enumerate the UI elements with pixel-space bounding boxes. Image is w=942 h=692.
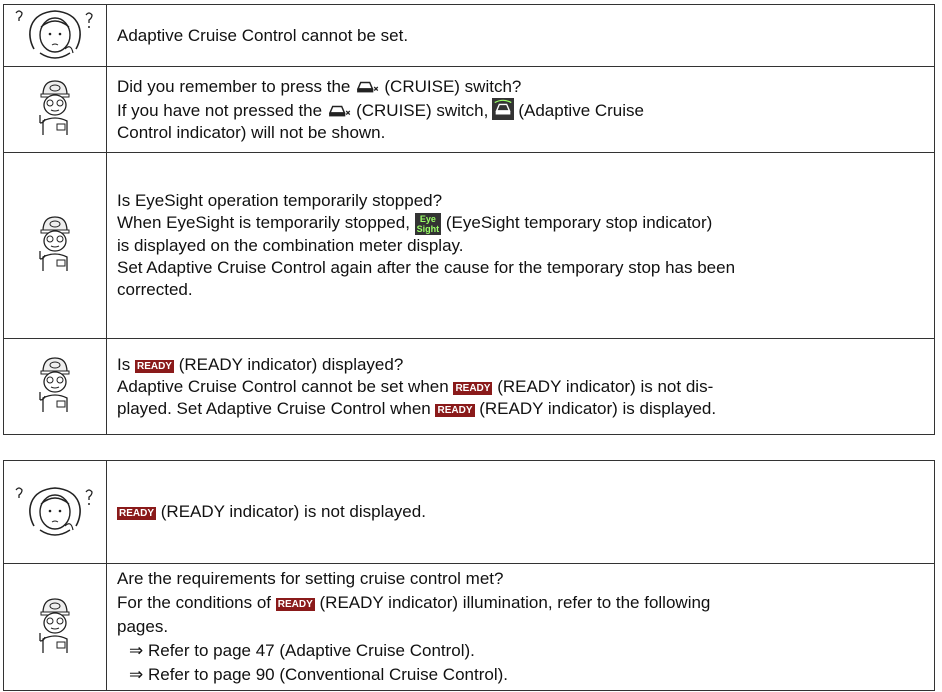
text: Is [117,354,131,374]
ready-badge: READY [117,507,157,520]
question-icon [10,5,100,61]
question-row: Adaptive Cruise Control cannot be set. [3,4,935,67]
table-2: READY (READY indicator) is not displayed… [3,460,935,691]
line: played. Set Adaptive Cruise Control when… [117,398,934,420]
line: pages. [117,615,934,639]
icon-part [492,98,514,120]
line: For the conditions of READY (READY indic… [117,591,934,615]
badge-text: Sight [416,224,440,234]
icon-cell [3,152,107,339]
ready-badge: READY [134,359,174,373]
text: ⇒ Refer to page 47 (Adaptive Cruise Cont… [129,641,475,660]
text-cell: READY (READY indicator) is not displayed… [106,460,935,564]
cruise-icon [326,102,352,120]
answer-icon [35,354,75,414]
ready-badge: READY [435,403,475,417]
text: (READY indicator) is displayed. [479,398,717,418]
icon-part [40,217,69,271]
icon-part [40,358,69,412]
answer-row: Is READY (READY indicator) displayed? Ad… [3,338,935,435]
line: Adaptive Cruise Control cannot be set wh… [117,376,934,398]
answer-row: Did you remember to press the (CRUISE) sw… [3,66,935,153]
line: ⇒ Refer to page 90 (Conventional Cruise … [117,663,934,687]
line: When EyeSight is temporarily stopped, Ey… [117,212,934,235]
line: Set Adaptive Cruise Control again after … [117,257,934,279]
text-cell: Are the requirements for setting cruise … [106,563,935,691]
text: played. Set Adaptive Cruise Control when [117,398,431,418]
icon-part [40,599,69,653]
text-cell: Did you remember to press the (CRUISE) sw… [106,66,935,153]
text: (EyeSight temporary stop indicator) [445,213,713,232]
icon-part [329,106,350,116]
text-cell: Is EyeSight operation temporarily stoppe… [106,152,935,339]
answer-icon [35,213,75,273]
text: Control indicator) will not be shown. [117,122,386,142]
eyesight-badge: Eye Sight [414,213,442,235]
icon-part [40,81,69,135]
line: If you have not pressed the (CRUISE) swit… [117,98,934,122]
text: pages. [117,617,169,636]
text: When EyeSight is temporarily stopped, [117,213,410,232]
text: (READY indicator) is not dis- [497,376,714,396]
answer-icon [35,77,75,137]
line: Is READY (READY indicator) displayed? [117,354,934,376]
text: (Adaptive Cruise [518,100,644,120]
text: is displayed on the combination meter di… [117,236,464,255]
line: ⇒ Refer to page 47 (Adaptive Cruise Cont… [117,639,934,663]
answer-row: Are the requirements for setting cruise … [3,563,935,691]
text: (CRUISE) switch? [384,76,522,96]
icon-part [357,82,378,92]
table-1: Adaptive Cruise Control cannot be set. D… [3,4,935,435]
text: (READY indicator) illumination, refer to… [319,593,711,612]
icon-cell [3,4,107,67]
line: corrected. [117,279,934,301]
icon-part [16,488,92,535]
question-icon [10,482,100,538]
icon-cell [3,563,107,691]
line: Is EyeSight operation temporarily stoppe… [117,190,934,212]
icon-cell [3,460,107,564]
answer-icon [35,595,75,655]
badge-text: Eye [419,214,436,224]
line: is displayed on the combination meter di… [117,235,934,257]
icon-cell [3,338,107,435]
text: Are the requirements for setting cruise … [117,569,504,588]
text: (CRUISE) switch, [356,100,489,120]
icon-cell [3,66,107,153]
text: Adaptive Cruise Control cannot be set wh… [117,376,449,396]
text-cell: Adaptive Cruise Control cannot be set. [106,4,935,67]
ready-badge: READY [453,381,493,395]
text: For the conditions of [117,593,272,612]
line: Control indicator) will not be shown. [117,122,934,144]
text: Set Adaptive Cruise Control again after … [117,258,736,277]
ready-badge: READY [275,598,315,611]
text-cell: Is READY (READY indicator) displayed? Ad… [106,338,935,435]
text: (READY indicator) displayed? [178,354,404,374]
acc-indicator-icon [492,98,514,120]
text: corrected. [117,280,193,299]
text: Is EyeSight operation temporarily stoppe… [117,191,443,210]
text: ⇒ Refer to page 90 (Conventional Cruise … [129,665,508,684]
question-text: Adaptive Cruise Control cannot be set. [117,25,409,45]
icon-part [16,11,92,58]
text: Did you remember to press the [117,76,351,96]
line: Did you remember to press the (CRUISE) sw… [117,76,934,98]
question-text: (READY indicator) is not displayed. [160,502,426,521]
line: Are the requirements for setting cruise … [117,567,934,591]
cruise-icon [354,78,380,96]
question-row: READY (READY indicator) is not displayed… [3,460,935,564]
text: If you have not pressed the [117,100,323,120]
answer-row: Is EyeSight operation temporarily stoppe… [3,152,935,339]
